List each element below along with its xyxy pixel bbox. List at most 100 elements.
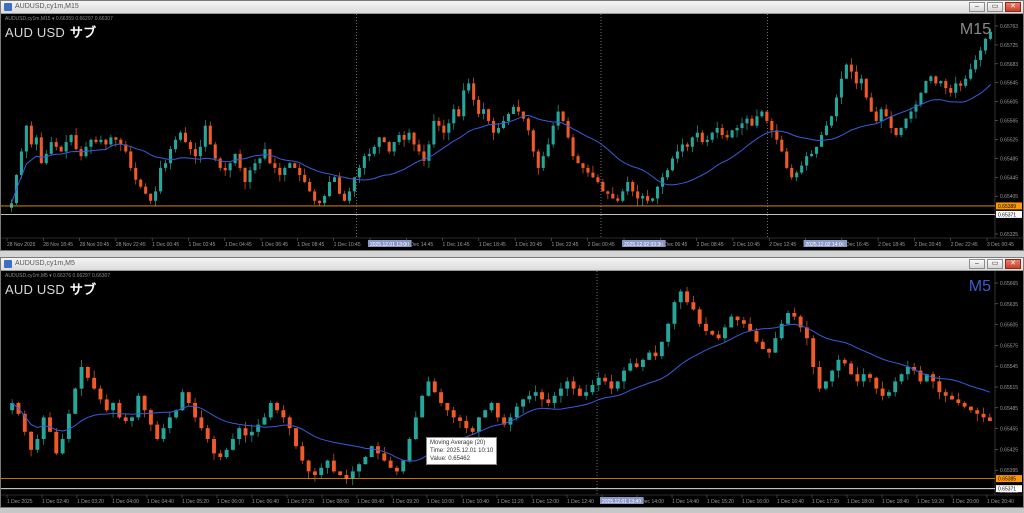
candle-body (258, 158, 262, 164)
candle-body (646, 196, 650, 201)
time-tick-label: 3 Dec 00:45 (987, 242, 1014, 248)
candle-body (41, 417, 46, 439)
candle-body (964, 78, 968, 86)
candle-body (909, 111, 913, 119)
candle-body (792, 313, 797, 317)
candle-body (397, 135, 401, 143)
candle-body (319, 467, 324, 475)
candle-body (223, 167, 227, 171)
candle-body (293, 163, 297, 168)
candle-body (464, 421, 469, 429)
candle-body (248, 170, 252, 182)
candle-body (24, 125, 28, 152)
candle-body (786, 313, 790, 324)
candle-body (22, 413, 27, 432)
candle-body (281, 410, 286, 418)
candle-body (939, 81, 943, 84)
candle-body (640, 359, 645, 367)
candle-body (844, 64, 848, 79)
candle-body (275, 403, 280, 411)
candle-body (313, 191, 317, 201)
candle-body (628, 363, 633, 371)
candle-body (238, 153, 242, 168)
candle-body (886, 392, 891, 396)
candle-body (134, 167, 138, 180)
chart-plot-area[interactable]: 0.65665 0.65635 0.65605 0.65575 0.65545 0.655… (1, 271, 1023, 507)
candle-body (199, 417, 204, 429)
candle-body (388, 460, 393, 468)
candle-body (439, 392, 444, 403)
symbol-name: AUD USD (5, 25, 65, 40)
maximize-button[interactable]: ▭ (987, 259, 1003, 269)
candle-body (124, 144, 128, 152)
chart-window-m15[interactable]: AUDUSD,cy1m,M15 – ▭ ✕ 0.65763 0.65725 0.65… (0, 0, 1024, 251)
candle-body (596, 177, 600, 182)
time-tick-label: 28 Nov 2025 (7, 242, 36, 248)
candle-body (800, 165, 804, 173)
minimize-button[interactable]: – (969, 2, 985, 12)
candle-body (168, 149, 173, 164)
candle-body (716, 334, 721, 339)
price-tick-label: 0.65575 (1000, 343, 1018, 349)
candle-body (79, 367, 84, 389)
candle-body (347, 191, 351, 201)
candle-body (566, 120, 570, 138)
candle-body (294, 428, 298, 447)
candlestick-chart[interactable]: 0.65665 0.65635 0.65605 0.65575 0.65545 0.655… (1, 271, 1023, 507)
time-tick-label: 1 Dec 08:45 (297, 242, 324, 248)
candle-body (656, 186, 660, 199)
time-tick-label: 2025.12.02 03:30 (624, 242, 663, 248)
close-button[interactable]: ✕ (1005, 2, 1021, 12)
candle-body (959, 83, 963, 86)
chart-window-icon (4, 3, 12, 11)
candle-body (362, 156, 366, 168)
chart-plot-area[interactable]: 0.65763 0.65725 0.65683 0.65645 0.65605 0.655… (1, 14, 1023, 250)
candle-body (357, 167, 361, 178)
candle-body (854, 71, 858, 84)
candle-body (188, 142, 192, 150)
symbol-name: AUD USD (5, 282, 65, 297)
candle-body (218, 453, 223, 457)
symbol-label: AUD USD サブ (5, 22, 96, 41)
candle-body (412, 132, 416, 145)
candle-body (224, 449, 229, 457)
crosshair-time-highlight (803, 240, 848, 247)
candle-body (596, 377, 601, 385)
time-tick-label: 1 Dec 22:45 (551, 242, 578, 248)
price-tick-label: 0.65325 (1000, 232, 1018, 238)
candle-body (447, 123, 451, 133)
candle-body (919, 92, 923, 105)
time-tick-label: 1 Dec 18:00 (847, 499, 874, 505)
time-tick-label: 1 Dec 02:45 (188, 242, 215, 248)
candle-body (905, 367, 910, 375)
close-button[interactable]: ✕ (1005, 259, 1021, 269)
candle-body (407, 132, 411, 140)
minimize-button[interactable]: – (969, 259, 985, 269)
window-titlebar[interactable]: AUDUSD,cy1m,M5 – ▭ ✕ (1, 258, 1023, 271)
candle-body (616, 198, 620, 201)
maximize-button[interactable]: ▭ (987, 2, 1003, 12)
candle-body (672, 302, 677, 324)
candle-body (609, 381, 614, 389)
time-tick-label: 1 Dec 08:40 (357, 499, 384, 505)
time-tick-label: 1 Dec 14:00 (637, 499, 664, 505)
chart-window-m5[interactable]: AUDUSD,cy1m,M5 – ▭ ✕ 0.65665 0.65635 0.656… (0, 257, 1024, 508)
candle-body (445, 403, 450, 411)
candle-body (700, 132, 704, 143)
candle-body (49, 142, 53, 154)
window-titlebar[interactable]: AUDUSD,cy1m,M15 – ▭ ✕ (1, 1, 1023, 14)
time-tick-label: 1 Dec 04:00 (112, 499, 139, 505)
candle-body (834, 97, 838, 117)
candle-body (218, 158, 222, 168)
time-tick-label: 2025.12.02 14:00 (806, 242, 845, 248)
candlestick-chart[interactable]: 0.65763 0.65725 0.65683 0.65645 0.65605 0.655… (1, 14, 1023, 250)
candle-body (432, 120, 436, 145)
candle-body (820, 135, 824, 147)
candle-body (893, 381, 898, 393)
candle-body (606, 191, 610, 194)
time-tick-label: 1 Dec 15:20 (707, 499, 734, 505)
candle-body (467, 83, 471, 91)
candle-body (855, 374, 860, 382)
candle-body (123, 417, 128, 421)
candle-body (864, 78, 868, 98)
